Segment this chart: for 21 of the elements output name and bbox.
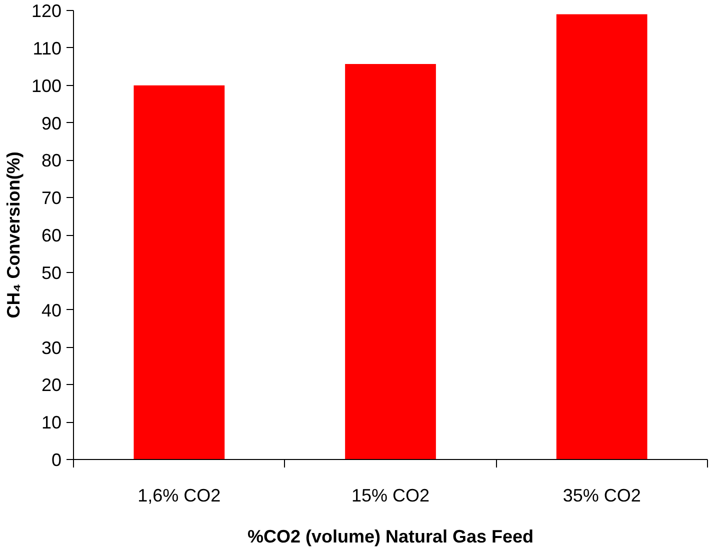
- x-axis-title: %CO2 (volume) Natural Gas Feed: [247, 526, 534, 546]
- y-tick-label: 120: [31, 1, 62, 21]
- y-tick-label: 0: [51, 450, 62, 470]
- bar: [556, 14, 648, 460]
- y-tick-label: 110: [32, 38, 62, 58]
- y-tick-label: 40: [41, 300, 62, 320]
- y-tick-label: 60: [41, 226, 62, 246]
- bar: [345, 64, 436, 460]
- y-tick-label: 10: [41, 412, 62, 433]
- y-tick-label: 20: [41, 375, 62, 396]
- y-tick-label: 70: [41, 188, 62, 208]
- x-tick-label: 15% CO2: [351, 486, 430, 506]
- bar: [134, 85, 225, 460]
- y-tick-label: 80: [41, 150, 62, 171]
- y-tick-label: 90: [41, 113, 62, 134]
- x-tick-label: 1,6% CO2: [138, 486, 221, 506]
- y-tick-label: 30: [41, 338, 62, 358]
- y-tick-label: 50: [41, 262, 62, 283]
- y-axis-title: CH₄ Conversion(%): [3, 152, 24, 318]
- x-tick-label: 35% CO2: [562, 486, 641, 506]
- y-tick-label: 100: [31, 76, 62, 96]
